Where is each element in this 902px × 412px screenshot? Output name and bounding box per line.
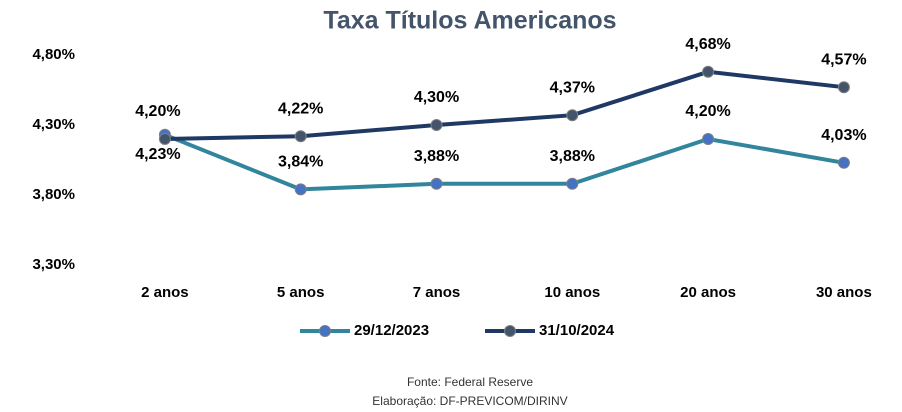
marker (294, 183, 307, 196)
source-note: Elaboração: DF-PREVICOM/DIRINV (372, 394, 567, 408)
line (164, 69, 845, 141)
data-label: 3,88% (414, 148, 459, 165)
marker (294, 130, 307, 143)
x-tick-label: 20 anos (680, 284, 736, 301)
chart-title: Taxa Títulos Americanos (323, 7, 616, 35)
y-tick-label: 4,30% (32, 116, 75, 133)
data-label: 4,20% (135, 103, 180, 120)
data-label: 4,57% (821, 51, 866, 68)
data-label: 4,20% (685, 103, 730, 120)
x-tick-label: 10 anos (544, 284, 600, 301)
data-label: 3,88% (550, 148, 595, 165)
legend-label: 29/12/2023 (354, 322, 429, 339)
data-label: 4,37% (550, 79, 595, 96)
x-tick-label: 2 anos (141, 284, 189, 301)
line (164, 132, 845, 192)
marker (837, 81, 850, 94)
x-tick-label: 7 anos (413, 284, 461, 301)
marker (430, 119, 443, 131)
data-label: 3,84% (278, 154, 323, 171)
marker (702, 133, 715, 145)
marker (702, 65, 715, 78)
data-label: 4,23% (135, 146, 180, 163)
y-tick-label: 3,30% (32, 256, 75, 273)
data-label: 4,68% (685, 36, 730, 53)
y-tick-label: 3,80% (32, 186, 75, 203)
legend-marker (504, 325, 516, 337)
x-tick-label: 5 anos (277, 284, 325, 301)
data-label: 4,30% (414, 89, 459, 106)
x-tick-label: 30 anos (816, 284, 872, 301)
data-label: 4,22% (278, 100, 323, 117)
legend-marker (319, 325, 331, 337)
marker (566, 177, 579, 190)
marker (158, 133, 171, 145)
legend-label: 31/10/2024 (539, 322, 615, 339)
marker (566, 109, 579, 122)
marker (837, 156, 850, 169)
marker (430, 177, 443, 190)
data-label: 4,03% (821, 127, 866, 144)
y-tick-label: 4,80% (32, 46, 75, 63)
source-note: Fonte: Federal Reserve (407, 375, 533, 389)
